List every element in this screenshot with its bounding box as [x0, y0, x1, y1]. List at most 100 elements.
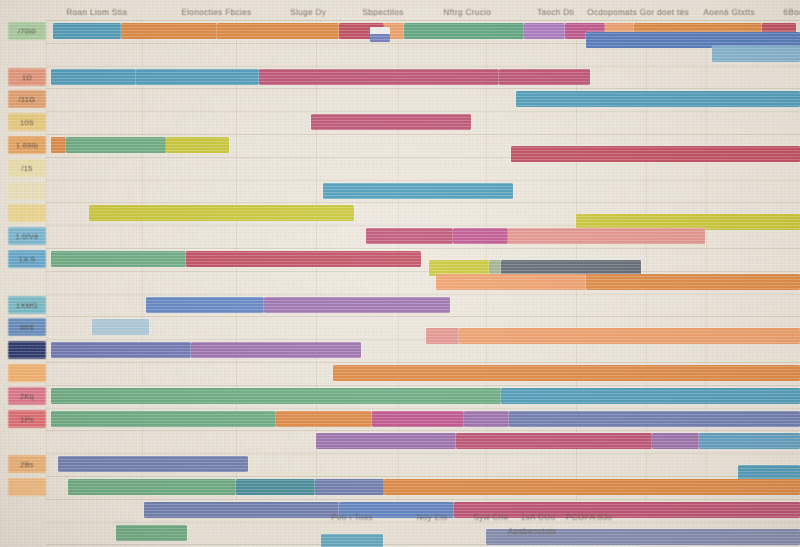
- gridline-horizontal: [46, 294, 800, 295]
- column-header-7: Gor doet tés: [639, 8, 689, 17]
- gridline-horizontal: [46, 339, 800, 340]
- gridline-horizontal: [46, 202, 800, 203]
- bar-segment: [456, 433, 652, 449]
- bar-segment: [51, 411, 276, 427]
- row-label-badge-2[interactable]: /11G: [8, 90, 46, 108]
- bar-segment: [426, 328, 459, 344]
- bar-segment: [404, 23, 524, 39]
- gridline-horizontal: [46, 134, 800, 135]
- column-header-2: Sluge Dy: [290, 8, 327, 17]
- bar-segment: [53, 23, 121, 39]
- bar-segment: [144, 502, 339, 518]
- gridline-horizontal: [46, 453, 800, 454]
- gridline-horizontal: [46, 157, 800, 158]
- row-label-badge-10[interactable]: 1XMG: [8, 296, 46, 314]
- gridline-horizontal: [46, 111, 800, 112]
- column-header-6: Ocdopomats: [587, 8, 638, 17]
- bar-segment: [51, 69, 136, 85]
- gridline-vertical: [646, 20, 647, 500]
- gridline-horizontal: [46, 544, 800, 545]
- bar-segment: [333, 365, 800, 381]
- bar-segment: [316, 433, 456, 449]
- gridline-horizontal: [46, 362, 800, 363]
- gridline-horizontal: [46, 522, 800, 523]
- bar-segment: [699, 433, 800, 449]
- gridline-horizontal: [46, 499, 800, 500]
- row-label-badge-1[interactable]: 1D: [8, 68, 46, 86]
- bar-segment: [146, 297, 264, 313]
- gridline-horizontal: [46, 385, 800, 386]
- column-header-4: Nftrg Crucio: [443, 8, 492, 17]
- bar-segment: [459, 328, 800, 344]
- bar-segment: [89, 205, 354, 221]
- row-label-badge-11[interactable]: 9R¢: [8, 318, 46, 336]
- bar-segment: [236, 479, 315, 495]
- gridline-horizontal: [46, 248, 800, 249]
- bar-segment: [217, 23, 339, 39]
- bar-segment: [339, 502, 454, 518]
- row-label-badge-4[interactable]: 1.69Ib: [8, 136, 46, 154]
- axis-tick-label-1: Noy Ets: [416, 513, 448, 522]
- bar-segment: [121, 23, 217, 39]
- bar-segment: [586, 32, 800, 48]
- gridline-horizontal: [46, 43, 800, 44]
- gridline-horizontal: [46, 88, 800, 89]
- bar-segment: [453, 228, 508, 244]
- bar-segment: [576, 214, 800, 230]
- bar-segment: [166, 137, 229, 153]
- row-label-badge-9[interactable]: 1X.5: [8, 250, 46, 268]
- bar-segment: [276, 411, 372, 427]
- bar-segment: [738, 465, 800, 481]
- column-header-1: Elonocties Fbcies: [181, 8, 252, 17]
- gridline-vertical: [46, 20, 47, 500]
- bar-segment: [652, 433, 699, 449]
- bar-segment: [524, 23, 565, 39]
- bar-segment: [712, 46, 800, 62]
- row-label-badge-0[interactable]: /70I0: [8, 22, 46, 40]
- row-label-badge-8[interactable]: 1.0/Vé: [8, 227, 46, 245]
- bar-segment: [499, 69, 590, 85]
- bar-segment: [92, 319, 149, 335]
- bar-segment: [464, 411, 509, 427]
- row-label-badge-16[interactable]: 2Bs: [8, 455, 46, 473]
- column-header-3: Sbpectilos: [362, 8, 404, 17]
- gridline-horizontal: [46, 476, 800, 477]
- axis-sub-label-0: Apsbeoctois: [507, 527, 557, 536]
- bar-segment: [586, 274, 800, 290]
- row-label-badge-12[interactable]: [8, 341, 46, 359]
- row-label-badge-5[interactable]: /15: [8, 159, 46, 177]
- row-label-badge-3[interactable]: 10S: [8, 113, 46, 131]
- bar-segment: [186, 251, 421, 267]
- bar-segment: [136, 69, 259, 85]
- bar-segment: [315, 479, 384, 495]
- axis-tick-label-0: Peo i Toas: [331, 513, 373, 522]
- row-label-badge-13[interactable]: [8, 364, 46, 382]
- bar-segment: [509, 411, 800, 427]
- row-label-badge-14[interactable]: 2Kq: [8, 387, 46, 405]
- gridline-horizontal: [46, 66, 800, 67]
- row-label-badge-6[interactable]: [8, 182, 46, 200]
- bar-segment: [191, 342, 361, 358]
- bar-segment: [116, 525, 187, 541]
- row-label-badge-17[interactable]: [8, 478, 46, 496]
- bar-segment: [366, 228, 453, 244]
- bar-segment: [264, 297, 450, 313]
- row-label-badge-7[interactable]: [8, 204, 46, 222]
- bar-segment: [321, 534, 383, 547]
- bar-segment: [311, 114, 471, 130]
- bar-segment: [51, 342, 191, 358]
- gridline-horizontal: [46, 271, 800, 272]
- bar-segment: [384, 479, 800, 495]
- bar-segment: [486, 529, 800, 545]
- bar-segment: [58, 456, 248, 472]
- bar-segment: [323, 183, 513, 199]
- axis-tick-label-3: 1sA CUo: [520, 513, 556, 522]
- column-header-5: Taoch Dti: [537, 8, 575, 17]
- gridline-horizontal: [46, 225, 800, 226]
- gridline-horizontal: [46, 180, 800, 181]
- bar-segment: [372, 411, 464, 427]
- column-header-8: Aoená Gtxtts: [703, 8, 755, 17]
- bar-segment: [436, 274, 586, 290]
- row-label-badge-15[interactable]: 1Ps: [8, 410, 46, 428]
